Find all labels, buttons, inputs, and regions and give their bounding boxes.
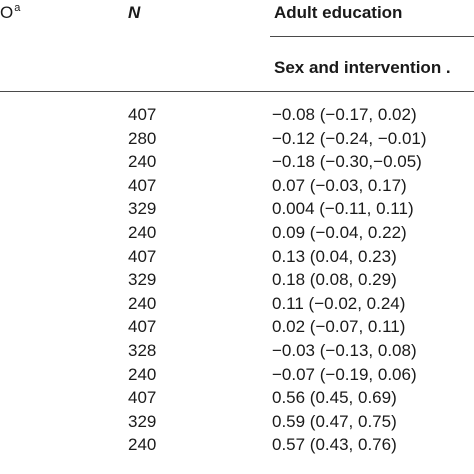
row-label-header-fragment: Oa — [0, 2, 21, 25]
table-row: 329 0.18 (0.08, 0.29) — [0, 268, 474, 292]
estimate-cell: 0.09 (−0.04, 0.22) — [272, 222, 407, 242]
n-cell: 407 — [128, 105, 157, 124]
n-cell: 329 — [128, 411, 157, 431]
n-cell: 240 — [128, 293, 157, 313]
group-header-rule — [270, 36, 474, 37]
estimate-cell: 0.18 (0.08, 0.29) — [272, 270, 397, 290]
table-body: 407 −0.08 (−0.17, 0.02) 280 −0.12 (−0.24, −… — [0, 103, 474, 457]
n-cell: 280 — [128, 128, 157, 148]
n-column-header: N — [128, 3, 141, 22]
table-row: 240 −0.07 (−0.19, 0.06) — [0, 363, 474, 387]
n-cell: 240 — [128, 152, 157, 172]
estimate-cell: −0.08 (−0.17, 0.02) — [272, 105, 417, 124]
n-cell: 329 — [128, 270, 157, 290]
n-cell: 407 — [128, 246, 157, 266]
n-cell: 328 — [128, 340, 157, 360]
n-cell: 240 — [128, 364, 157, 384]
sex-intervention-subheader: Sex and intervention . — [274, 58, 451, 77]
table-row: 407 0.07 (−0.03, 0.17) — [0, 174, 474, 198]
estimate-cell: 0.59 (0.47, 0.75) — [272, 411, 397, 431]
table-row: 407 0.02 (−0.07, 0.11) — [0, 315, 474, 339]
n-cell: 407 — [128, 388, 157, 408]
header-bottom-rule — [0, 91, 474, 92]
header-superscript: a — [14, 2, 21, 14]
n-cell: 407 — [128, 175, 157, 195]
estimate-cell: −0.12 (−0.24, −0.01) — [272, 128, 427, 148]
estimate-cell: −0.18 (−0.30,−0.05) — [272, 152, 422, 172]
n-cell: 240 — [128, 435, 157, 455]
table-row: 329 0.004 (−0.11, 0.11) — [0, 197, 474, 221]
estimate-cell: 0.02 (−0.07, 0.11) — [272, 317, 406, 337]
estimate-cell: 0.56 (0.45, 0.69) — [272, 388, 397, 408]
table-row: 240 0.11 (−0.02, 0.24) — [0, 292, 474, 316]
estimate-cell: 0.004 (−0.11, 0.11) — [272, 199, 414, 219]
table-row: 328 −0.03 (−0.13, 0.08) — [0, 339, 474, 363]
table-row: 407 0.13 (0.04, 0.23) — [0, 245, 474, 269]
estimate-cell: 0.11 (−0.02, 0.24) — [272, 293, 406, 313]
table-row: 329 0.59 (0.47, 0.75) — [0, 410, 474, 434]
table-row: 240 0.57 (0.43, 0.76) — [0, 433, 474, 457]
estimate-cell: 0.57 (0.43, 0.76) — [272, 435, 397, 455]
adult-education-header: Adult education — [274, 3, 403, 22]
estimate-cell: 0.13 (0.04, 0.23) — [272, 246, 397, 266]
estimate-cell: −0.03 (−0.13, 0.08) — [272, 340, 417, 360]
table-row: 240 0.09 (−0.04, 0.22) — [0, 221, 474, 245]
table-row: 280 −0.12 (−0.24, −0.01) — [0, 127, 474, 151]
table-row: 407 0.56 (0.45, 0.69) — [0, 386, 474, 410]
estimate-cell: 0.07 (−0.03, 0.17) — [272, 175, 407, 195]
estimate-cell: −0.07 (−0.19, 0.06) — [272, 364, 417, 384]
n-cell: 240 — [128, 222, 157, 242]
n-cell: 329 — [128, 199, 157, 219]
n-cell: 407 — [128, 317, 157, 337]
row-label-header-text: O — [0, 3, 14, 22]
table-row: 240 −0.18 (−0.30,−0.05) — [0, 150, 474, 174]
table-row: 407 −0.08 (−0.17, 0.02) — [0, 103, 474, 127]
